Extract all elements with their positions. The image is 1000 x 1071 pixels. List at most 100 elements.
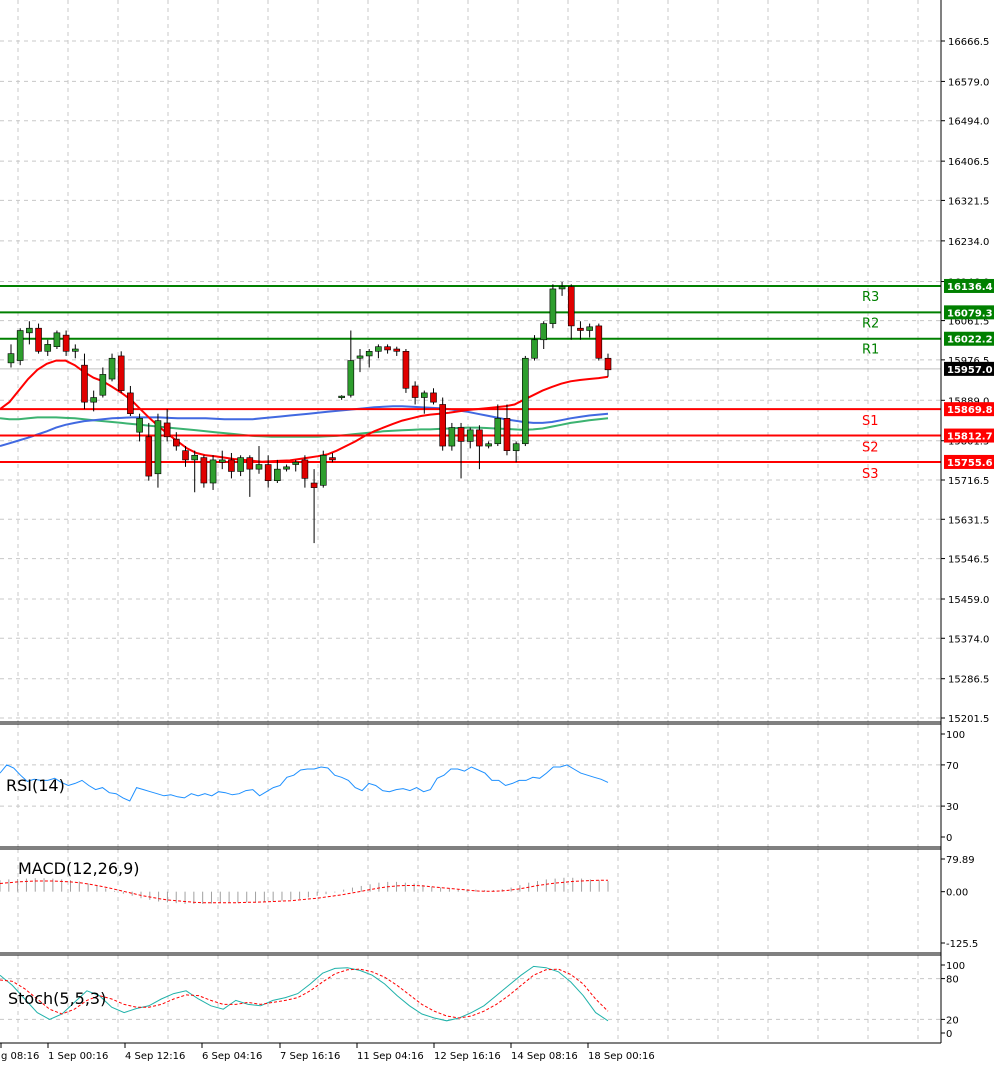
level-price-text: 16022.2 — [947, 335, 993, 346]
rsi-axis: 100 70 30 0 — [941, 730, 965, 844]
candle-body — [531, 339, 538, 359]
macd-signal-line — [0, 879, 608, 904]
rsi-tick-label: 0 — [946, 833, 952, 844]
price-tick-label: 15286.5 — [948, 675, 989, 686]
candle-body — [347, 360, 355, 396]
stoch-signal-polyline — [0, 968, 609, 1019]
time-tick-label: 14 Sep 08:16 — [511, 1051, 578, 1062]
candle-body — [16, 330, 24, 361]
macd-panel: 79.89 0.00 -125.5 MACD(12,26,9) — [0, 849, 978, 953]
candle-body — [117, 355, 125, 391]
candle-body — [494, 418, 502, 445]
candle-body — [457, 427, 465, 442]
level-label-s1: S1 — [862, 414, 879, 429]
price-tick-label: 16666.5 — [948, 37, 989, 48]
candle-body — [402, 351, 410, 389]
candle-body — [35, 327, 42, 352]
candle-body — [209, 459, 217, 484]
candle-body — [365, 351, 373, 357]
panel-frames — [0, 0, 942, 1044]
candle-body — [274, 468, 281, 482]
stoch-tick-label: 100 — [946, 961, 965, 972]
level-label-r1: R1 — [862, 343, 879, 358]
candle-body — [301, 459, 309, 479]
price-tick-label: 16234.0 — [948, 237, 989, 248]
stoch-tick-label: 80 — [946, 975, 959, 986]
candle-body — [163, 422, 171, 438]
level-price-box — [944, 305, 994, 320]
level-price-text: 15812.7 — [947, 432, 993, 443]
time-tick-label: 18 Sep 00:16 — [588, 1051, 655, 1062]
time-axis: g 08:16 1 Sep 00:16 4 Sep 12:16 6 Sep 04:16… — [0, 1043, 655, 1062]
level-price-box — [944, 278, 994, 293]
time-tick-label: 4 Sep 12:16 — [125, 1051, 185, 1062]
time-tick-label: 7 Sep 16:16 — [280, 1051, 340, 1062]
candle-body — [310, 482, 318, 488]
candle-body — [264, 464, 272, 482]
candle-body — [329, 457, 336, 461]
macd-tick-label: 79.89 — [946, 855, 975, 866]
level-label-s2: S2 — [862, 441, 879, 456]
candle-body — [228, 459, 235, 472]
candles — [7, 281, 612, 544]
price-axis: 16666.5 16579.0 16494.0 16406.5 16321.5 16234… — [941, 37, 994, 725]
price-tick-label: 16406.5 — [948, 157, 989, 168]
level-label-r3: R3 — [862, 290, 879, 305]
stoch-panel: 100 80 20 0 Stoch(5,5,3) — [0, 955, 965, 1043]
time-tick-label: 6 Sep 04:16 — [202, 1051, 262, 1062]
candle-body — [200, 457, 208, 484]
rsi-panel: 100 70 30 0 RSI(14) — [0, 724, 965, 847]
candle-body — [476, 429, 483, 447]
price-tick-label: 15716.5 — [948, 476, 989, 487]
price-tick-label: 16061.5 — [948, 317, 989, 328]
candle-body — [393, 348, 401, 352]
time-tick-label: 1 Sep 00:16 — [48, 1051, 108, 1062]
candle-body — [503, 418, 511, 451]
candle-body — [7, 353, 15, 364]
candle-body — [292, 461, 300, 465]
stoch-axis: 100 80 20 0 — [941, 961, 965, 1040]
rsi-tick-label: 30 — [946, 802, 959, 813]
ma-blue-line — [0, 405, 609, 447]
level-price-text: 16079.3 — [947, 308, 993, 319]
stoch-grid — [0, 955, 941, 1043]
candle-body — [567, 286, 575, 327]
price-tick-label: 16494.0 — [948, 117, 989, 128]
candle-body — [53, 332, 61, 347]
level-price-text: 15869.8 — [947, 405, 993, 416]
stoch-main-polyline — [0, 965, 609, 1022]
candle-body — [586, 326, 593, 331]
time-tick-label: 12 Sep 16:16 — [434, 1051, 501, 1062]
candle-body — [127, 392, 134, 414]
macd-signal-polyline — [0, 879, 608, 904]
stoch-lines — [0, 965, 609, 1022]
time-tick-label: g 08:16 — [1, 1051, 39, 1062]
candle-body — [384, 346, 391, 351]
candle-body — [191, 454, 198, 461]
candle-body — [81, 364, 88, 403]
rsi-label: RSI(14) — [6, 776, 65, 795]
level-price-box — [944, 428, 994, 443]
macd-tick-label: -125.5 — [946, 939, 978, 950]
candle-body — [512, 443, 520, 451]
macd-label: MACD(12,26,9) — [18, 859, 140, 878]
rsi-line — [0, 764, 609, 802]
candle-body — [604, 357, 612, 371]
candle-body — [246, 457, 254, 470]
candle-body — [26, 327, 33, 334]
candle-body — [319, 454, 327, 486]
candle-body — [255, 464, 263, 470]
level-label-r2: R2 — [862, 316, 879, 331]
price-tick-label: 15201.5 — [948, 714, 989, 725]
price-tick-label: 15889.0 — [948, 396, 989, 407]
rsi-polyline — [0, 764, 609, 802]
candle-body — [182, 450, 189, 461]
macd-grid — [17, 849, 919, 953]
candle-body — [44, 344, 52, 352]
price-tick-label: 15631.5 — [948, 515, 989, 526]
macd-histogram — [0, 877, 609, 904]
candle-body — [71, 348, 79, 352]
candle-body — [485, 443, 492, 447]
main-panel: R3 R2 R1 S1 S2 S3 16666.5 16579.0 16494.0 16406.… — [0, 0, 994, 725]
